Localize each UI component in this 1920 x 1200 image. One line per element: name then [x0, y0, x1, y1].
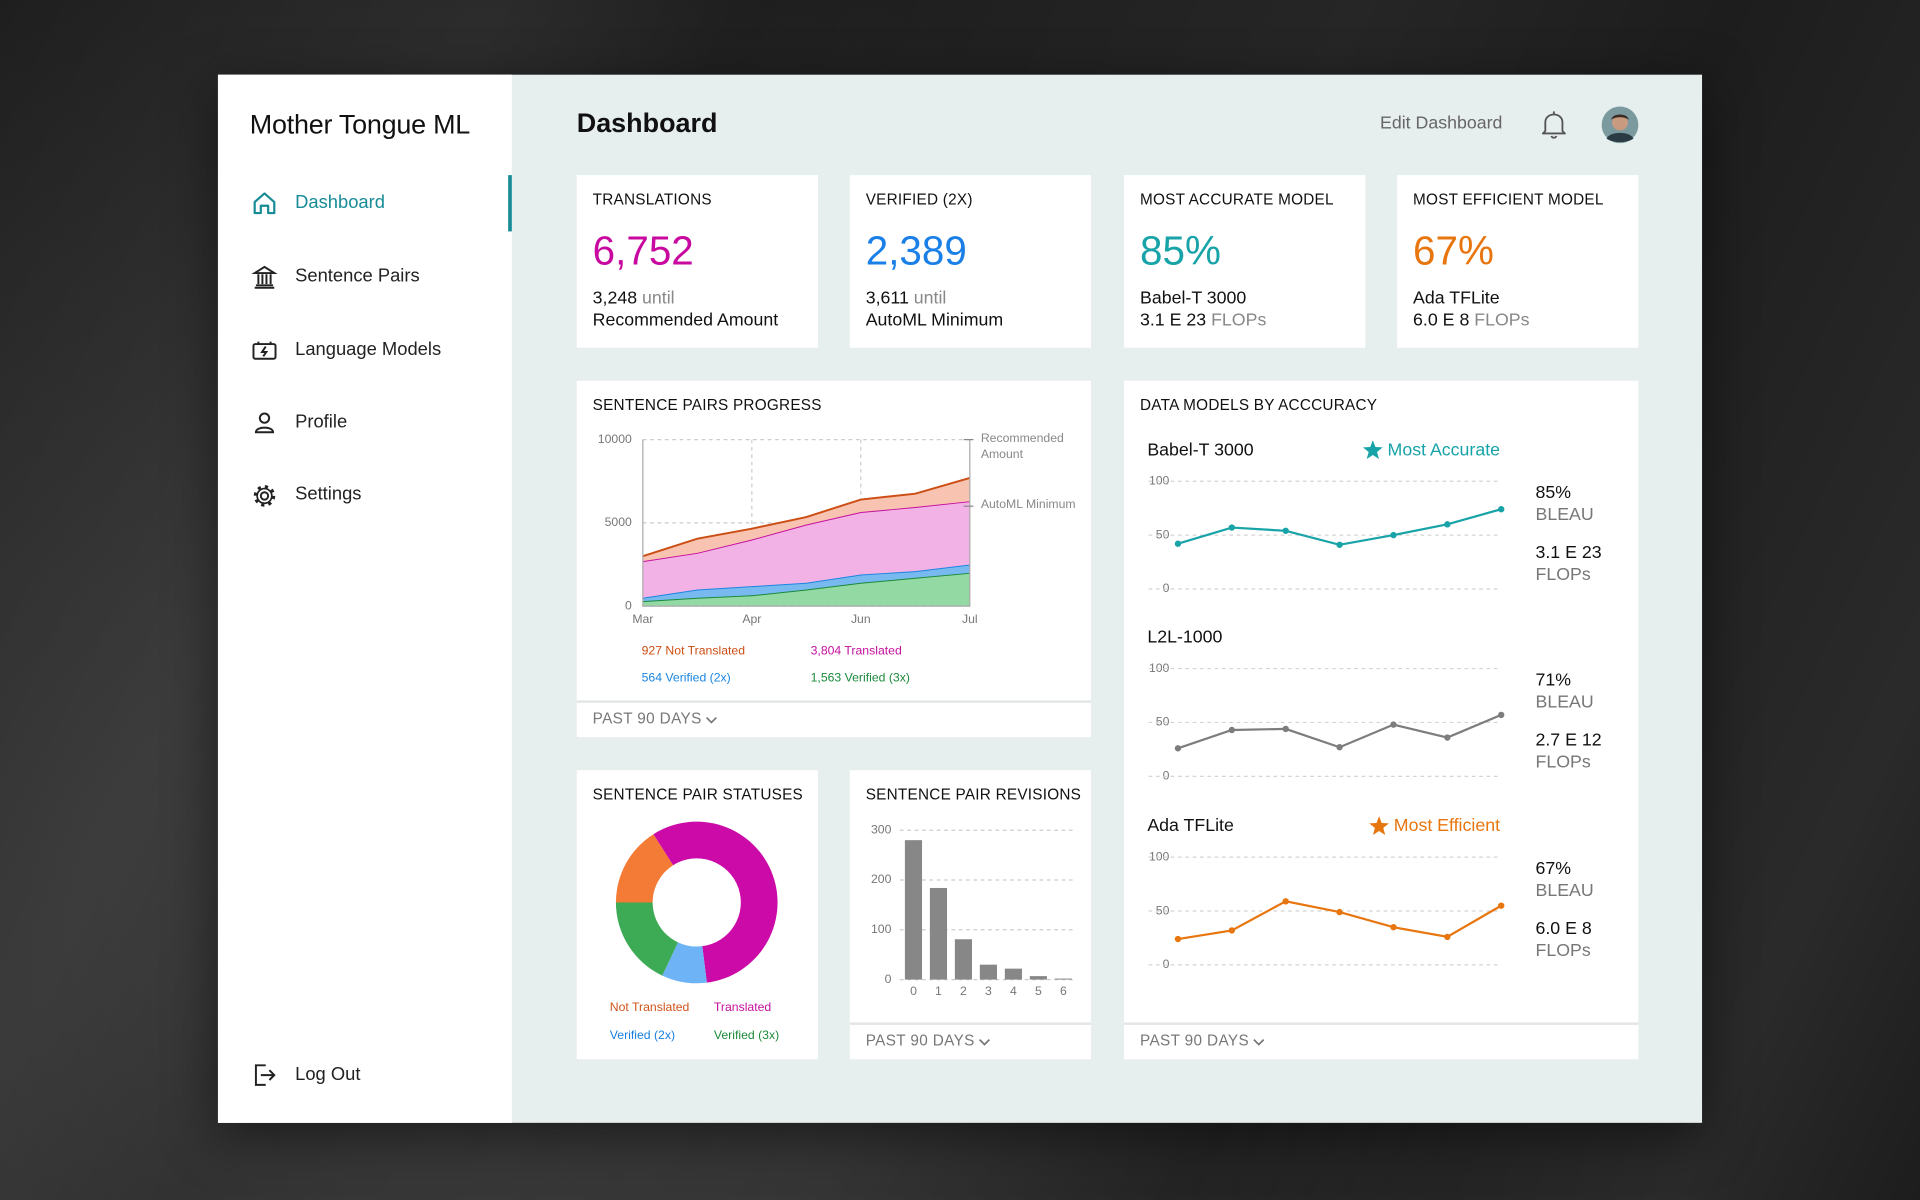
- nav-item[interactable]: Profile: [295, 411, 348, 433]
- kpi-detail-suffix: until: [913, 288, 947, 309]
- kpi-detail-suffix: until: [642, 288, 675, 309]
- nav-item[interactable]: Settings: [295, 483, 362, 505]
- kpi-line: Recommended Amount: [593, 310, 779, 332]
- page-title: Dashboard: [576, 107, 718, 139]
- home-icon: [253, 192, 276, 215]
- kpi-label: TRANSLATIONS: [592, 191, 712, 209]
- kpi-detail: Recommended Amount: [592, 311, 779, 331]
- kpi-label: MOST EFFICIENT MODEL: [1413, 191, 1604, 209]
- panel-footer[interactable]: PAST 90 DAYS: [576, 700, 1092, 737]
- avatar[interactable]: [1601, 106, 1639, 144]
- nav-item[interactable]: Dashboard: [295, 192, 385, 214]
- annotation: Recommended Amount: [980, 432, 1064, 462]
- chevron: [705, 716, 717, 724]
- kpi-detail: Babel-T 3000: [1140, 288, 1247, 309]
- kpi-card: TRANSLATIONS 6,752 3,248 until Recommended …: [576, 175, 818, 348]
- kpi-label: VERIFIED (2X): [865, 191, 973, 209]
- battery-icon: [252, 341, 277, 360]
- statuses-panel: SENTENCE PAIR STATUSES: [576, 770, 818, 1060]
- edit-dashboard[interactable]: Edit Dashboard: [1380, 113, 1503, 134]
- kpi-line: 3,248 until: [593, 288, 675, 310]
- kpi-card: VERIFIED (2X) 2,389 3,611 until AutoML Mini…: [849, 175, 1092, 348]
- period-select[interactable]: PAST 90 DAYS: [865, 1032, 975, 1050]
- chevron: [978, 1038, 990, 1046]
- profile-icon: [254, 412, 275, 434]
- chevron: [1253, 1038, 1265, 1046]
- kpi-line: 3.1 E 23 FLOPs: [1140, 310, 1266, 332]
- kpi-line: 3,611 until: [866, 288, 947, 310]
- logout-icon: [254, 1064, 276, 1086]
- settings-icon: [253, 485, 276, 507]
- sidebar: [217, 74, 512, 1123]
- kpi-detail: 3.1 E 23: [1140, 311, 1207, 331]
- kpi-line: 6.0 E 8 FLOPs: [1413, 310, 1529, 332]
- panel-title: SENTENCE PAIR STATUSES: [592, 786, 804, 804]
- panel-footer[interactable]: PAST 90 DAYS: [1124, 1022, 1639, 1059]
- kpi-line: AutoML Minimum: [866, 310, 1003, 332]
- brand: Mother Tongue ML: [249, 108, 471, 140]
- kpi-label: MOST ACCURATE MODEL: [1140, 191, 1334, 209]
- panel-title: SENTENCE PAIR REVISIONS: [865, 786, 1082, 804]
- kpi-line: Ada TFLite: [1413, 288, 1500, 310]
- period-select[interactable]: PAST 90 DAYS: [1140, 1032, 1250, 1050]
- bank-icon: [251, 265, 278, 289]
- kpi-card: MOST EFFICIENT MODEL 67% Ada TFLite 6.0 E 8…: [1397, 175, 1639, 348]
- panel-footer[interactable]: PAST 90 DAYS: [849, 1022, 1092, 1059]
- kpi-value: 85%: [1140, 227, 1221, 274]
- kpi-value: 2,389: [865, 227, 967, 274]
- panel-title: DATA MODELS BY ACCCURACY: [1140, 396, 1378, 414]
- logout[interactable]: Log Out: [295, 1064, 361, 1085]
- kpi-value: 6,752: [592, 227, 694, 274]
- revisions-panel: SENTENCE PAIR REVISIONS PAST 90 DAYS: [849, 770, 1092, 1060]
- kpi-detail: 6.0 E 8: [1413, 311, 1470, 331]
- kpi-detail: Ada TFLite: [1413, 288, 1500, 309]
- kpi-value: 67%: [1413, 227, 1494, 274]
- nav-item[interactable]: Sentence Pairs: [295, 265, 420, 287]
- active-indicator: [508, 175, 512, 232]
- models-panel: DATA MODELS BY ACCCURACY PAST 90 DAYS: [1124, 380, 1639, 1060]
- panel-title: SENTENCE PAIRS PROGRESS: [592, 396, 822, 414]
- kpi-detail: 3,611: [865, 288, 909, 309]
- kpi-detail-suffix: FLOPs: [1474, 311, 1530, 331]
- period-select[interactable]: PAST 90 DAYS: [592, 710, 702, 728]
- kpi-detail: AutoML Minimum: [865, 311, 1004, 331]
- kpi-detail-suffix: FLOPs: [1211, 311, 1267, 331]
- nav-item[interactable]: Language Models: [295, 339, 442, 361]
- kpi-line: Babel-T 3000: [1140, 288, 1246, 310]
- kpi-card: MOST ACCURATE MODEL 85% Babel-T 3000 3.1 E …: [1124, 175, 1366, 348]
- annotation: AutoML Minimum: [980, 498, 1076, 513]
- bell-icon[interactable]: [1539, 109, 1568, 141]
- kpi-detail: 3,248: [592, 288, 638, 309]
